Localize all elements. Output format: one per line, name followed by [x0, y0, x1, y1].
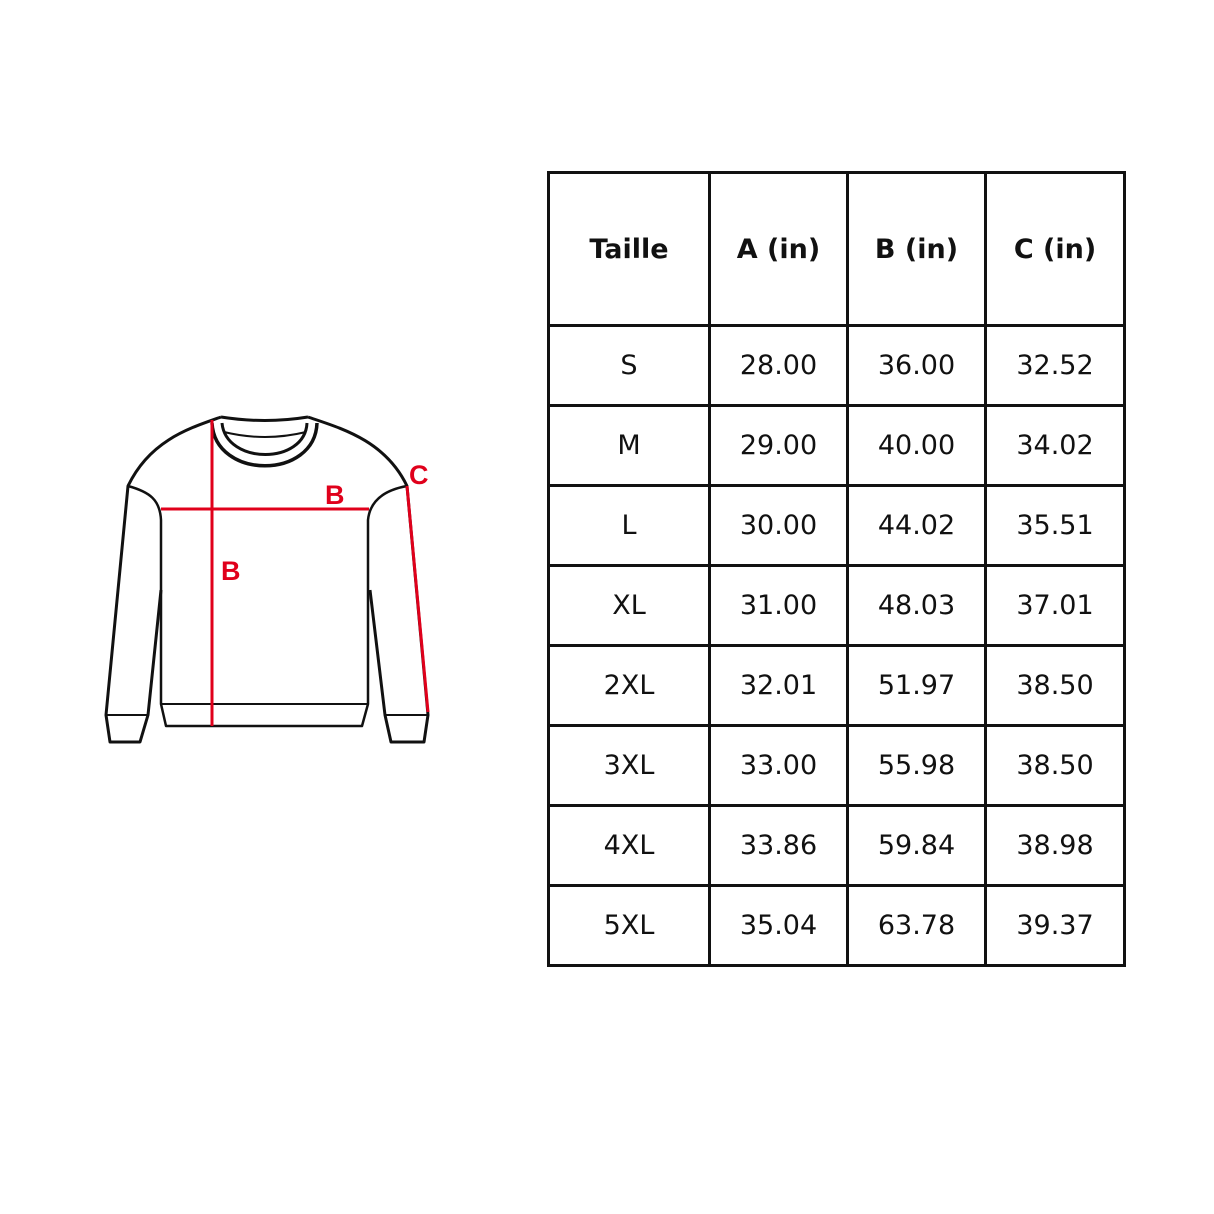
header-a: A (in) — [708, 171, 849, 327]
size-chart-table: Taille A (in) B (in) C (in) S 28.00 36.00 3… — [547, 171, 1126, 967]
size-cell: 5XL — [547, 884, 711, 967]
measurement-cell: 34.02 — [984, 404, 1126, 487]
measurement-cell: 51.97 — [846, 644, 987, 727]
measurement-cell: 33.86 — [708, 804, 849, 887]
measurement-cell: 38.50 — [984, 724, 1126, 807]
measurement-cell: 35.04 — [708, 884, 849, 967]
size-cell: XL — [547, 564, 711, 647]
size-cell: M — [547, 404, 711, 487]
sleeve-label: C — [409, 460, 429, 490]
header-size: Taille — [547, 171, 711, 327]
measurement-cell: 32.52 — [984, 324, 1126, 407]
sleeve-line — [405, 485, 430, 713]
measurement-lines — [161, 420, 430, 726]
header-row: Taille A (in) B (in) C (in) — [547, 171, 1126, 327]
measurement-cell: 29.00 — [708, 404, 849, 487]
length-label: B — [221, 556, 241, 586]
table-row: 3XL 33.00 55.98 38.50 — [547, 724, 1126, 807]
measurement-cell: 35.51 — [984, 484, 1126, 567]
measurement-cell: 38.50 — [984, 644, 1126, 727]
size-cell: S — [547, 324, 711, 407]
measurement-cell: 44.02 — [846, 484, 987, 567]
table-row: 2XL 32.01 51.97 38.50 — [547, 644, 1126, 727]
measurement-cell: 55.98 — [846, 724, 987, 807]
measurement-cell: 40.00 — [846, 404, 987, 487]
measurement-cell: 28.00 — [708, 324, 849, 407]
size-cell: 3XL — [547, 724, 711, 807]
header-c: C (in) — [984, 171, 1126, 327]
header-b: B (in) — [846, 171, 987, 327]
measurement-cell: 39.37 — [984, 884, 1126, 967]
measurement-cell: 63.78 — [846, 884, 987, 967]
size-cell: 2XL — [547, 644, 711, 727]
measurement-cell: 33.00 — [708, 724, 849, 807]
table-row: S 28.00 36.00 32.52 — [547, 324, 1126, 407]
table-row: XL 31.00 48.03 37.01 — [547, 564, 1126, 647]
table-row: L 30.00 44.02 35.51 — [547, 484, 1126, 567]
measurement-cell: 30.00 — [708, 484, 849, 567]
width-label: B — [325, 480, 345, 510]
sweater-outline — [104, 415, 430, 744]
table-row: 5XL 35.04 63.78 39.37 — [547, 884, 1126, 967]
table-row: M 29.00 40.00 34.02 — [547, 404, 1126, 487]
measurement-cell: 38.98 — [984, 804, 1126, 887]
table-row: 4XL 33.86 59.84 38.98 — [547, 804, 1126, 887]
measurement-cell: 59.84 — [846, 804, 987, 887]
measurement-cell: 32.01 — [708, 644, 849, 727]
measurement-cell: 48.03 — [846, 564, 987, 647]
size-cell: L — [547, 484, 711, 567]
measurement-cell: 31.00 — [708, 564, 849, 647]
size-cell: 4XL — [547, 804, 711, 887]
measurement-cell: 36.00 — [846, 324, 987, 407]
measurement-cell: 37.01 — [984, 564, 1126, 647]
